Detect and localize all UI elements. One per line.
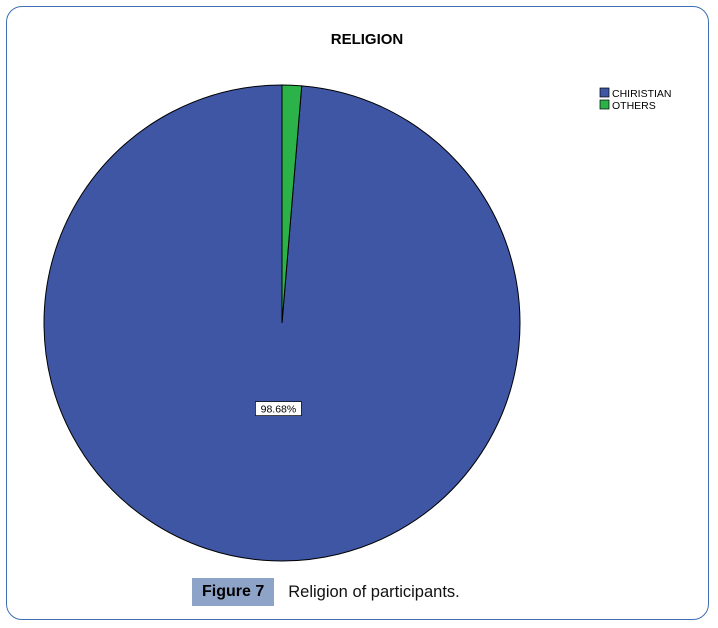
pie-slice-others [281, 84, 303, 324]
figure-number: Figure 7 [192, 578, 275, 606]
data-labels: 98.68% [255, 401, 302, 416]
data-label-box [255, 401, 302, 416]
data-label-chiristian: 98.68% [261, 404, 297, 416]
pie-slices [43, 84, 521, 562]
legend-swatch-chiristian [599, 87, 610, 98]
chart-title: RELIGION [331, 31, 404, 48]
caption-text: Religion of participants. [288, 582, 460, 601]
legend-label-others: OTHERS [612, 100, 656, 112]
figure-caption: Figure 7 Religion of participants. [192, 578, 460, 606]
legend-swatch-others [599, 99, 610, 110]
legend-label-chiristian: CHIRISTIAN [612, 88, 672, 100]
